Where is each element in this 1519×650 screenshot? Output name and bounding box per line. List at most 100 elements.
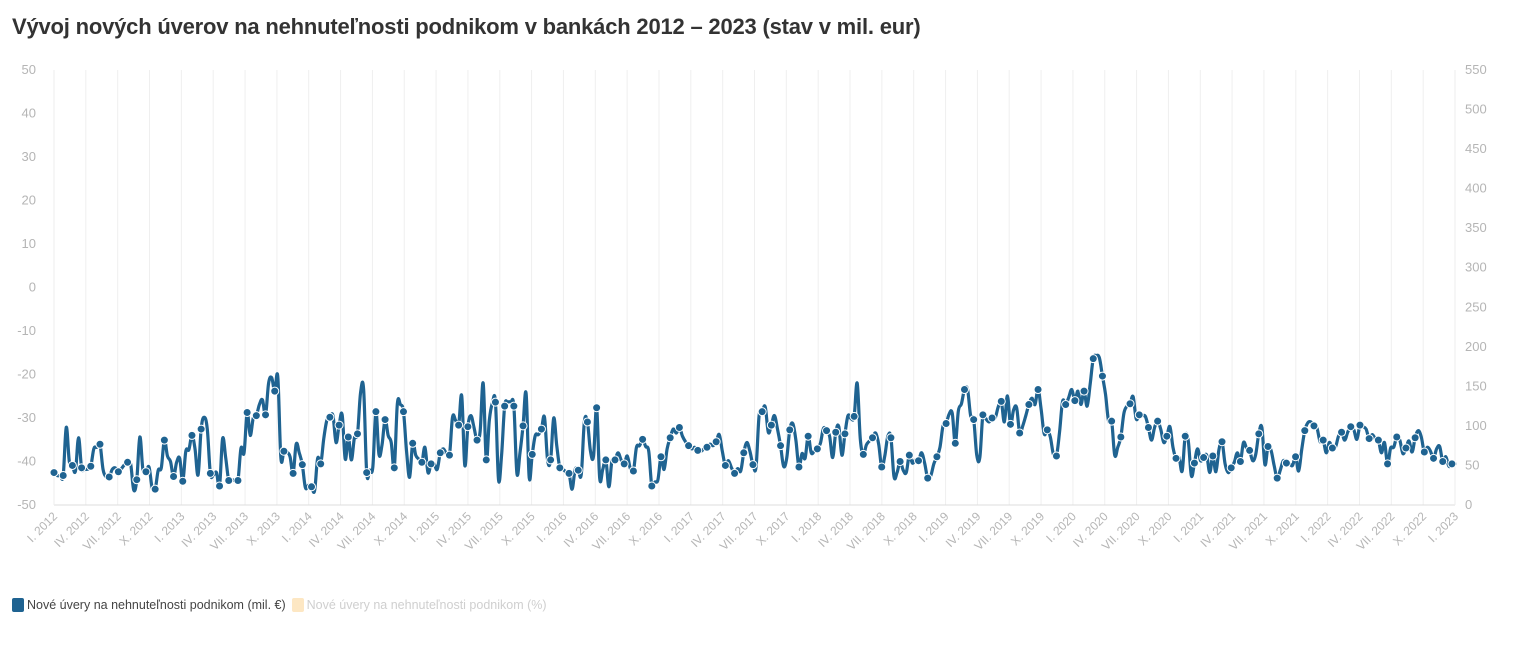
series-point[interactable] [1097,371,1107,381]
series-point[interactable] [1355,420,1365,430]
series-point[interactable] [444,450,454,460]
series-point[interactable] [803,431,813,441]
series-point[interactable] [1272,473,1282,483]
series-point[interactable] [1171,453,1181,463]
series-point[interactable] [463,422,473,432]
series-point[interactable] [454,420,464,430]
series-point[interactable] [279,446,289,456]
series-point[interactable] [619,459,629,469]
series-point[interactable] [1245,445,1255,455]
series-point[interactable] [95,439,105,449]
series-point[interactable] [196,424,206,434]
series-point[interactable] [1281,458,1291,468]
series-point[interactable] [1346,422,1356,432]
series-point[interactable] [1051,451,1061,461]
series-point[interactable] [518,421,528,431]
series-point[interactable] [1327,443,1337,453]
series-point[interactable] [987,413,997,423]
series-point[interactable] [877,462,887,472]
series-point[interactable] [1199,453,1209,463]
series-point[interactable] [1005,419,1015,429]
series-point[interactable] [849,411,859,421]
series-point[interactable] [1383,459,1393,469]
series-point[interactable] [959,385,969,395]
legend-item-percent[interactable]: Nové úvery na nehnuteľnosti podnikom (%) [291,598,547,612]
series-point[interactable] [205,468,215,478]
series-point[interactable] [1401,443,1411,453]
series-point[interactable] [656,452,666,462]
series-point[interactable] [647,481,657,491]
series-point[interactable] [150,484,160,494]
series-point[interactable] [58,471,68,481]
series-point[interactable] [822,426,832,436]
series-point[interactable] [1300,426,1310,436]
series-point[interactable] [969,415,979,425]
series-point[interactable] [840,429,850,439]
series-point[interactable] [720,460,730,470]
series-point[interactable] [159,435,169,445]
series-point[interactable] [113,467,123,477]
series-point[interactable] [49,468,59,478]
series-point[interactable] [1125,399,1135,409]
series-point[interactable] [564,468,574,478]
series-point[interactable] [923,473,933,483]
series-point[interactable] [1143,422,1153,432]
series-point[interactable] [343,432,353,442]
series-point[interactable] [77,463,87,473]
series-point[interactable] [941,419,951,429]
series-point[interactable] [748,460,758,470]
series-point[interactable] [1254,429,1264,439]
series-point[interactable] [408,438,418,448]
series-point[interactable] [417,457,427,467]
series-point[interactable] [288,468,298,478]
series-point[interactable] [1116,432,1126,442]
series-point[interactable] [362,468,372,478]
series-point[interactable] [297,460,307,470]
series-point[interactable] [684,441,694,451]
series-point[interactable] [1364,434,1374,444]
series-point[interactable] [233,475,243,485]
series-point[interactable] [628,466,638,476]
series-point[interactable] [1070,396,1080,406]
series-point[interactable] [831,427,841,437]
series-point[interactable] [932,452,942,462]
series-point[interactable] [1447,459,1457,469]
series-point[interactable] [766,420,776,430]
series-point[interactable] [426,459,436,469]
series-point[interactable] [1042,425,1052,435]
series-point[interactable] [601,455,611,465]
series-point[interactable] [868,433,878,443]
series-point[interactable] [592,403,602,413]
series-point[interactable] [435,448,445,458]
series-point[interactable] [996,396,1006,406]
series-point[interactable] [316,459,326,469]
series-point[interactable] [1392,432,1402,442]
series-point[interactable] [389,463,399,473]
series-point[interactable] [1061,400,1071,410]
series-point[interactable] [693,445,703,455]
series-point[interactable] [123,457,133,467]
series-point[interactable] [1410,433,1420,443]
series-point[interactable] [352,429,362,439]
series-point[interactable] [132,475,142,485]
series-point[interactable] [1438,457,1448,466]
series-point[interactable] [895,457,905,466]
series-point[interactable] [1217,437,1227,447]
series-point[interactable] [978,410,988,420]
series-point[interactable] [527,449,537,459]
series-point[interactable] [1162,431,1172,441]
series-point[interactable] [380,415,390,425]
series-point[interactable] [334,420,344,430]
series-point[interactable] [1318,435,1328,445]
series-point[interactable] [776,441,786,451]
series-point[interactable] [739,448,749,458]
series-point[interactable] [812,444,822,454]
series-point[interactable] [702,442,712,452]
series-point[interactable] [86,461,96,471]
series-point[interactable] [242,407,252,417]
series-point[interactable] [371,407,381,417]
series-point[interactable] [1429,453,1439,463]
legend-item-eur[interactable]: Nové úvery na nehnuteľnosti podnikom (mi… [12,598,286,612]
series-point[interactable] [1373,435,1383,445]
series-point[interactable] [794,462,804,472]
